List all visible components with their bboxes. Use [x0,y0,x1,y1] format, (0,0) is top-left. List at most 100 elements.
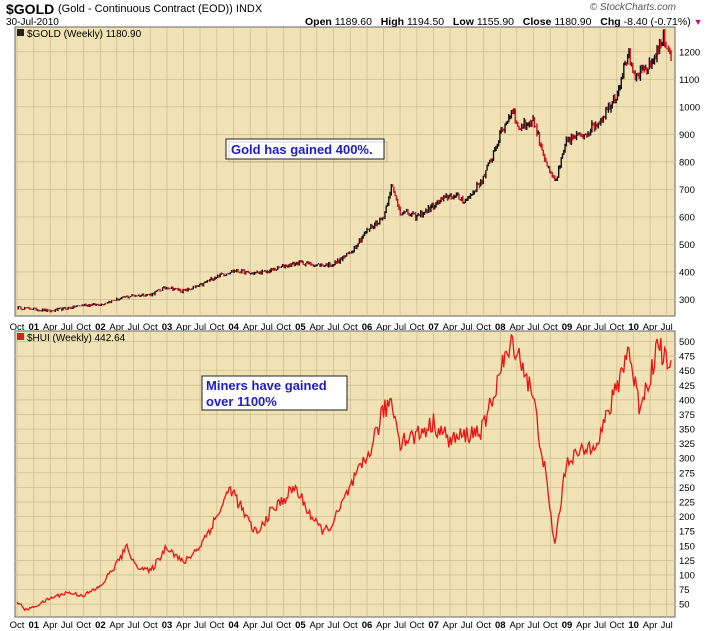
x-tick-label: Oct [543,322,558,333]
panel-2-background [14,330,676,618]
x-tick-label: Oct [476,322,491,333]
x-tick-label: Apr [109,620,124,631]
down-arrow-icon: ▼ [693,17,703,27]
y-tick-label: 900 [679,130,695,141]
x-tick-label: Jul [127,620,139,631]
x-tick-label: 07 [428,620,439,631]
x-tick-label: Apr [509,322,524,333]
quote-bar: Open 1189.60 High 1194.50 Low 1155.90 Cl… [305,16,703,28]
chg-value: -8.40 (-0.71%) [623,16,691,28]
x-tick-label: Apr [309,322,324,333]
y-tick-label: 300 [679,454,695,465]
chart-symbol: $GOLD [6,1,55,17]
x-tick-label: Jul [327,322,339,333]
x-tick-label: Oct [343,322,358,333]
x-tick-label: Jul [527,322,539,333]
y-tick-label: 600 [679,212,695,223]
x-tick-label: Jul [527,620,539,631]
x-tick-label: Oct [209,322,224,333]
x-tick-label: Jul [127,322,139,333]
x-tick-label: Jul [461,620,473,631]
y-tick-label: 200 [679,512,695,523]
series-marker-icon [17,333,24,340]
x-tick-label: Apr [576,620,591,631]
low-value: 1155.90 [476,16,515,28]
x-tick-label: 10 [628,322,639,333]
y-tick-label: 125 [679,556,695,567]
hui-series-line [16,334,672,612]
x-tick-label: Jul [461,322,473,333]
x-tick-label: Apr [576,322,591,333]
x-tick-label: 01 [29,620,40,631]
x-tick-label: Jul [194,322,206,333]
x-tick-label: 07 [428,322,439,333]
x-tick-label: 08 [495,620,506,631]
y-tick-label: 1000 [679,102,700,113]
x-tick-label: Apr [643,322,658,333]
y-tick-label: 700 [679,185,695,196]
x-tick-label: Oct [276,620,291,631]
y-tick-label: 75 [679,585,690,596]
x-tick-label: 02 [95,620,106,631]
y-tick-label: 425 [679,381,695,392]
x-tick-label: 04 [228,620,239,631]
panel-1-background [14,26,676,317]
high-value: 1194.50 [406,16,445,28]
annotation-miners-line2: over 1100% [206,394,277,409]
x-tick-label: Apr [243,620,258,631]
x-tick-label: Jul [394,620,406,631]
x-tick-label: 08 [495,322,506,333]
x-tick-label: Oct [209,620,224,631]
y-tick-label: 250 [679,483,695,494]
x-tick-label: Oct [143,322,158,333]
x-tick-label: Apr [43,322,58,333]
x-tick-label: Apr [176,322,191,333]
panel-title: $GOLD (Weekly) 1180.90 [27,29,142,40]
y-tick-label: 375 [679,410,695,421]
x-tick-label: 05 [295,620,306,631]
x-tick-label: Oct [76,620,91,631]
x-tick-label: Jul [594,322,606,333]
x-tick-label: 09 [562,322,573,333]
close-value: 1180.90 [554,16,592,28]
x-tick-label: 06 [362,322,373,333]
open-label: Open [305,16,332,28]
x-tick-label: Oct [609,620,624,631]
y-tick-label: 500 [679,240,695,251]
x-tick-label: Oct [343,620,358,631]
panel-title: $HUI (Weekly) 442.64 [27,333,126,344]
y-tick-label: 475 [679,352,695,363]
x-tick-label: Oct [409,322,424,333]
x-tick-label: Jul [327,620,339,631]
x-tick-label: Apr [109,322,124,333]
y-tick-label: 400 [679,395,695,406]
y-tick-label: 500 [679,337,695,348]
x-tick-label: 01 [29,322,40,333]
x-tick-label: 02 [95,322,106,333]
y-tick-label: 325 [679,439,695,450]
y-tick-label: 275 [679,468,695,479]
annotation-box-miners [201,375,348,411]
x-tick-label: 04 [228,322,239,333]
chg-label: Chg [600,16,621,28]
y-tick-label: 1100 [679,75,699,86]
low-label: Low [452,16,474,28]
x-tick-label: Apr [376,322,391,333]
y-tick-label: 100 [679,570,695,581]
x-tick-label: Oct [409,620,424,631]
open-value: 1189.60 [334,16,372,28]
annotation-gold: Gold has gained 400%. [231,142,373,157]
chart-description: (Gold - Continuous Contract (EOD)) INDX [58,3,263,15]
annotation-miners-line1: Miners have gained [206,378,327,393]
x-tick-label: Apr [376,620,391,631]
high-label: High [380,16,405,28]
x-tick-label: 10 [628,620,639,631]
x-tick-label: Apr [243,322,258,333]
x-tick-label: Apr [443,620,458,631]
x-tick-label: Jul [661,322,673,333]
chart-date: 30-Jul-2010 [6,17,59,28]
x-tick-label: Oct [10,620,25,631]
y-tick-label: 400 [679,267,695,278]
annotation-shadow [228,141,388,163]
x-tick-label: Oct [476,620,491,631]
